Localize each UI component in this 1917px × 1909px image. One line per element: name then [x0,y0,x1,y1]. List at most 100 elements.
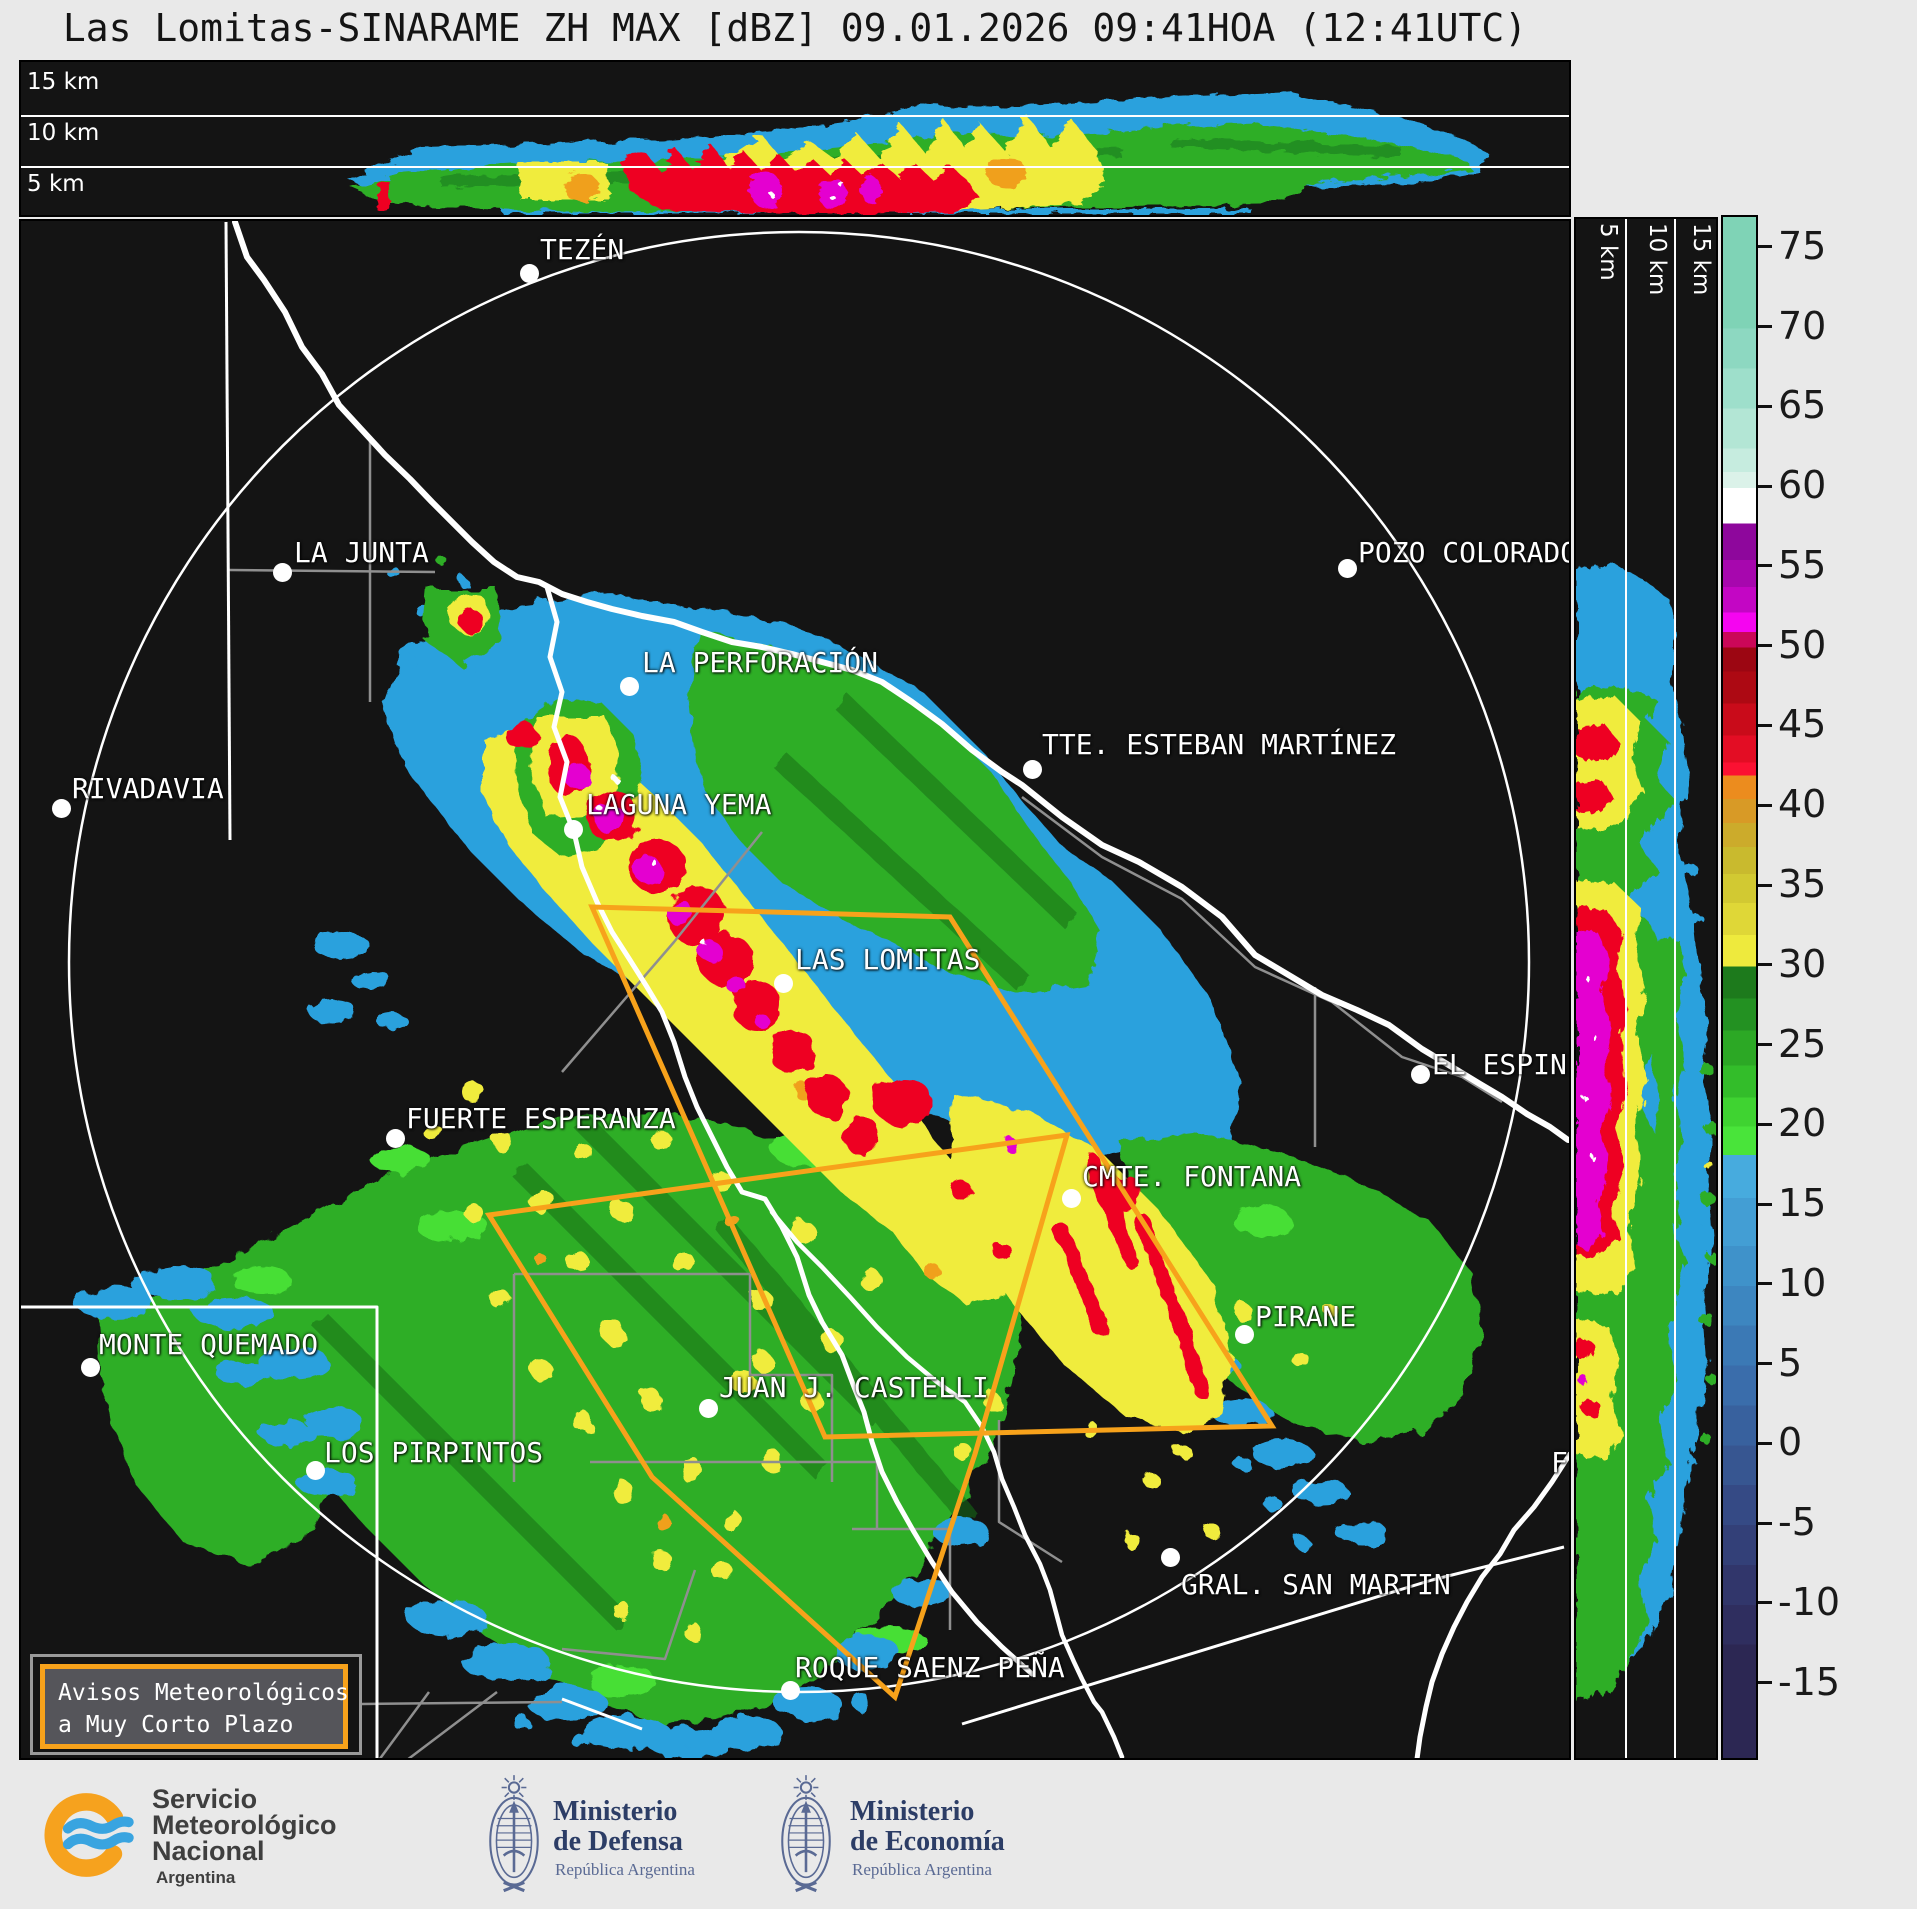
colorbar-tick-label: 65 [1778,383,1827,428]
altitude-line [1625,219,1627,1758]
city-dot [1337,558,1357,578]
colorbar-tick [1758,644,1772,648]
economia-text-sub: República Argentina [852,1860,992,1879]
colorbar-tick-label: 45 [1778,702,1827,747]
city-label: LA JUNTA [294,536,429,569]
city-label: POZO COLORADO [1358,536,1571,569]
smn-text-1: Servicio [152,1784,258,1814]
colorbar-tick [1758,883,1772,887]
warning-legend-box: Avisos Meteorológicos a Muy Corto Plazo [40,1664,349,1749]
altitude-label: 10 km [1644,223,1670,296]
altitude-label: 5 km [27,171,85,197]
colorbar-tick-label: 25 [1778,1021,1827,1066]
colorbar-tick [1758,245,1772,249]
colorbar-tick [1758,1282,1772,1286]
economia-emblem [775,1771,837,1903]
altitude-line [21,166,1569,168]
city-dot [780,1680,800,1700]
altitude-label: 10 km [27,120,100,146]
city-dot [80,1357,100,1377]
city-layer: TEZÉN LA JUNTA POZO COLORADO LA PERFORACIÓN… [21,221,1569,1758]
warning-polygons [484,904,1277,1702]
altitude-label: 5 km [1595,223,1621,281]
city-label: ROQUE SAENZ PEÑA [795,1651,1065,1684]
page-title: Las Lomitas-SINARAME ZH MAX [dBZ] 09.01.… [62,6,1528,50]
colorbar-tick-label: 0 [1778,1420,1803,1465]
city-dot [1234,1324,1254,1344]
colorbar-tick-label: -10 [1778,1579,1841,1624]
colorbar-tick-label: 70 [1778,303,1827,348]
map-overlays [21,221,1569,1758]
city-label: LAGUNA YEMA [586,788,772,821]
economia-text-2: de Economía [850,1826,1005,1857]
altitude-line [21,115,1569,117]
colorbar-tick [1758,803,1772,807]
city-label: TTE. ESTEBAN MARTÍNEZ [1042,728,1397,761]
city-dot [1061,1188,1081,1208]
colorbar-tick-label: -15 [1778,1659,1841,1704]
city-dot [619,676,639,696]
province-borders [21,221,1565,1758]
city-label: LAS LOMITAS [795,943,981,976]
city-dot [773,973,793,993]
city-label: LA PERFORACIÓN [642,646,879,679]
city-label: TEZÉN [540,233,625,266]
city-dot [305,1460,325,1480]
colorbar-tick [1758,1043,1772,1047]
colorbar-tick-label: 10 [1778,1260,1827,1305]
colorbar-tick-label: -5 [1778,1500,1816,1545]
defensa-text-sub: República Argentina [555,1860,695,1879]
smn-text-3: Nacional [152,1836,265,1866]
colorbar-tick [1758,1362,1772,1366]
city-label: FUERTE ESPERANZA [406,1102,676,1135]
colorbar-tick [1758,723,1772,727]
city-dot [698,1398,718,1418]
city-label: GRAL. SAN MARTIN [1181,1568,1451,1601]
defensa-text-2: de Defensa [553,1826,683,1857]
smn-logo-icon [44,1793,134,1877]
city-label: PIRANE [1255,1300,1357,1333]
right-cross-section-panel: 5 km 10 km 15 km [1574,217,1718,1760]
colorbar-tick [1758,325,1772,329]
colorbar-tick-label: 75 [1778,223,1827,268]
city-label: RIVADAVIA [72,772,224,805]
city-label: EL ESPINILLO [1432,1048,1569,1081]
colorbar-tick-label: 40 [1778,782,1827,827]
top-cross-section-panel: 15 km 10 km 5 km [19,60,1571,217]
city-label: JUAN J. CASTELLI [719,1371,989,1404]
city-dot [1410,1064,1430,1084]
rivers [232,221,1569,1758]
colorbar-tick-label: 30 [1778,941,1827,986]
department-boundaries [228,439,1503,1758]
colorbar-tick-label: 35 [1778,862,1827,906]
altitude-label: 15 km [1688,223,1714,296]
city-dot [385,1128,405,1148]
colorbar-tick [1758,1601,1772,1605]
city-label: MONTE QUEMADO [99,1328,319,1361]
main-radar-map-panel: TEZÉN LA JUNTA POZO COLORADO LA PERFORACIÓN… [19,219,1571,1760]
defensa-text-1: Ministerio [553,1796,678,1827]
warning-legend-frame [30,1654,362,1755]
city-label: F [1551,1446,1568,1479]
city-label: CMTE. FONTANA [1082,1160,1302,1193]
warning-polygon [484,1131,1071,1702]
colorbar-tick [1758,1681,1772,1685]
smn-text-2: Meteorológico [152,1810,337,1840]
warning-legend-text: Avisos Meteorológicos a Muy Corto Plazo [58,1680,349,1738]
colorbar-tick-label: 15 [1778,1181,1827,1226]
smn-orange-ring [44,1793,129,1877]
top-cross-section-echoes [348,92,1489,214]
colorbar-tick [1758,564,1772,568]
radar-map-graphics [21,221,1569,1758]
colorbar-tick [1758,1441,1772,1445]
colorbar-tick [1758,1122,1772,1126]
colorbar-tick-label: 60 [1778,463,1827,508]
colorbar-tick-label: 55 [1778,542,1827,587]
dbz-colorbar [1721,215,1758,1760]
smn-logo [44,1787,136,1887]
city-dot [1022,759,1042,779]
altitude-line [1674,219,1676,1758]
smn-wave-1 [62,1816,134,1834]
colorbar-tick [1758,404,1772,408]
